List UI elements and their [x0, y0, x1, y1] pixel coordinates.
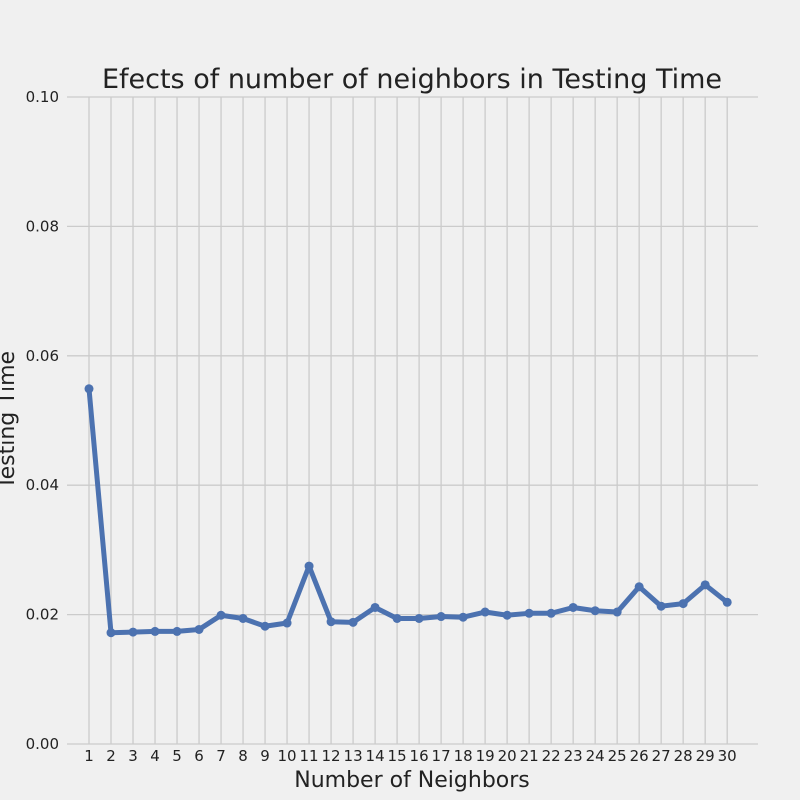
data-point	[656, 601, 666, 611]
data-point	[502, 610, 512, 620]
chart-title: Efects of number of neighbors in Testing…	[102, 64, 722, 95]
x-tick-label: 2	[106, 747, 116, 765]
data-point	[106, 628, 116, 638]
data-point	[172, 626, 182, 636]
data-point	[194, 624, 204, 634]
data-point	[370, 602, 380, 612]
x-tick-labels: 1 2 3 4 5 6 7 8 9 10 11 12 13 14 15 16 17 18 19 20 21 22 23 24 2…	[84, 747, 737, 765]
x-tick-label: 8	[238, 747, 248, 765]
x-tick-label: 19	[476, 747, 495, 765]
x-tick-label: 12	[322, 747, 341, 765]
data-point	[524, 608, 534, 618]
y-tick-label: 0.10	[26, 88, 59, 106]
x-tick-label: 17	[432, 747, 451, 765]
x-tick-label: 24	[586, 747, 605, 765]
data-point	[282, 618, 292, 628]
grid-layer	[67, 96, 758, 745]
data-point	[216, 610, 226, 620]
x-axis-label: Number of Neighbors	[294, 768, 530, 793]
data-point	[150, 626, 160, 636]
x-tick-label: 26	[630, 747, 649, 765]
x-tick-label: 22	[542, 747, 561, 765]
x-tick-label: 6	[194, 747, 204, 765]
x-tick-label: 15	[388, 747, 407, 765]
y-tick-label: 0.06	[26, 347, 59, 365]
x-tick-label: 27	[652, 747, 671, 765]
y-tick-label: 0.02	[26, 606, 59, 624]
x-tick-label: 11	[300, 747, 319, 765]
data-point	[128, 627, 138, 637]
x-tick-label: 21	[520, 747, 539, 765]
x-tick-label: 29	[696, 747, 715, 765]
x-tick-label: 9	[260, 747, 270, 765]
data-point	[84, 384, 94, 394]
x-tick-label: 30	[718, 747, 737, 765]
x-tick-label: 5	[172, 747, 182, 765]
y-tick-label: 0.04	[26, 476, 59, 494]
data-point	[304, 561, 314, 571]
y-tick-labels: 0.00 0.02 0.04 0.06 0.08 0.10	[26, 88, 59, 753]
x-tick-label: 18	[454, 747, 473, 765]
data-point	[590, 606, 600, 616]
data-point	[722, 597, 732, 607]
x-tick-label: 14	[366, 747, 385, 765]
x-tick-label: 23	[564, 747, 583, 765]
x-tick-label: 7	[216, 747, 226, 765]
y-tick-label: 0.08	[26, 217, 59, 235]
data-point	[436, 612, 446, 622]
data-point	[392, 613, 402, 623]
data-point	[480, 607, 490, 617]
data-point	[458, 612, 468, 622]
series-layer	[84, 384, 732, 638]
data-point	[326, 617, 336, 627]
y-tick-label: 0.00	[26, 735, 59, 753]
x-tick-label: 16	[410, 747, 429, 765]
x-tick-label: 1	[84, 747, 94, 765]
data-point	[414, 613, 424, 623]
y-axis-label: Testing Time	[0, 351, 20, 490]
data-point	[348, 617, 358, 627]
data-point	[238, 613, 248, 623]
data-point	[546, 608, 556, 618]
data-point	[634, 582, 644, 592]
data-point	[678, 599, 688, 609]
x-tick-label: 4	[150, 747, 160, 765]
x-tick-label: 3	[128, 747, 138, 765]
x-tick-label: 20	[498, 747, 517, 765]
series-line	[86, 386, 730, 636]
data-point	[700, 580, 710, 590]
x-tick-label: 13	[344, 747, 363, 765]
data-point	[568, 602, 578, 612]
x-tick-label: 28	[674, 747, 693, 765]
x-tick-label: 25	[608, 747, 627, 765]
x-tick-label: 10	[278, 747, 297, 765]
data-point	[260, 621, 270, 631]
data-point	[612, 607, 622, 617]
